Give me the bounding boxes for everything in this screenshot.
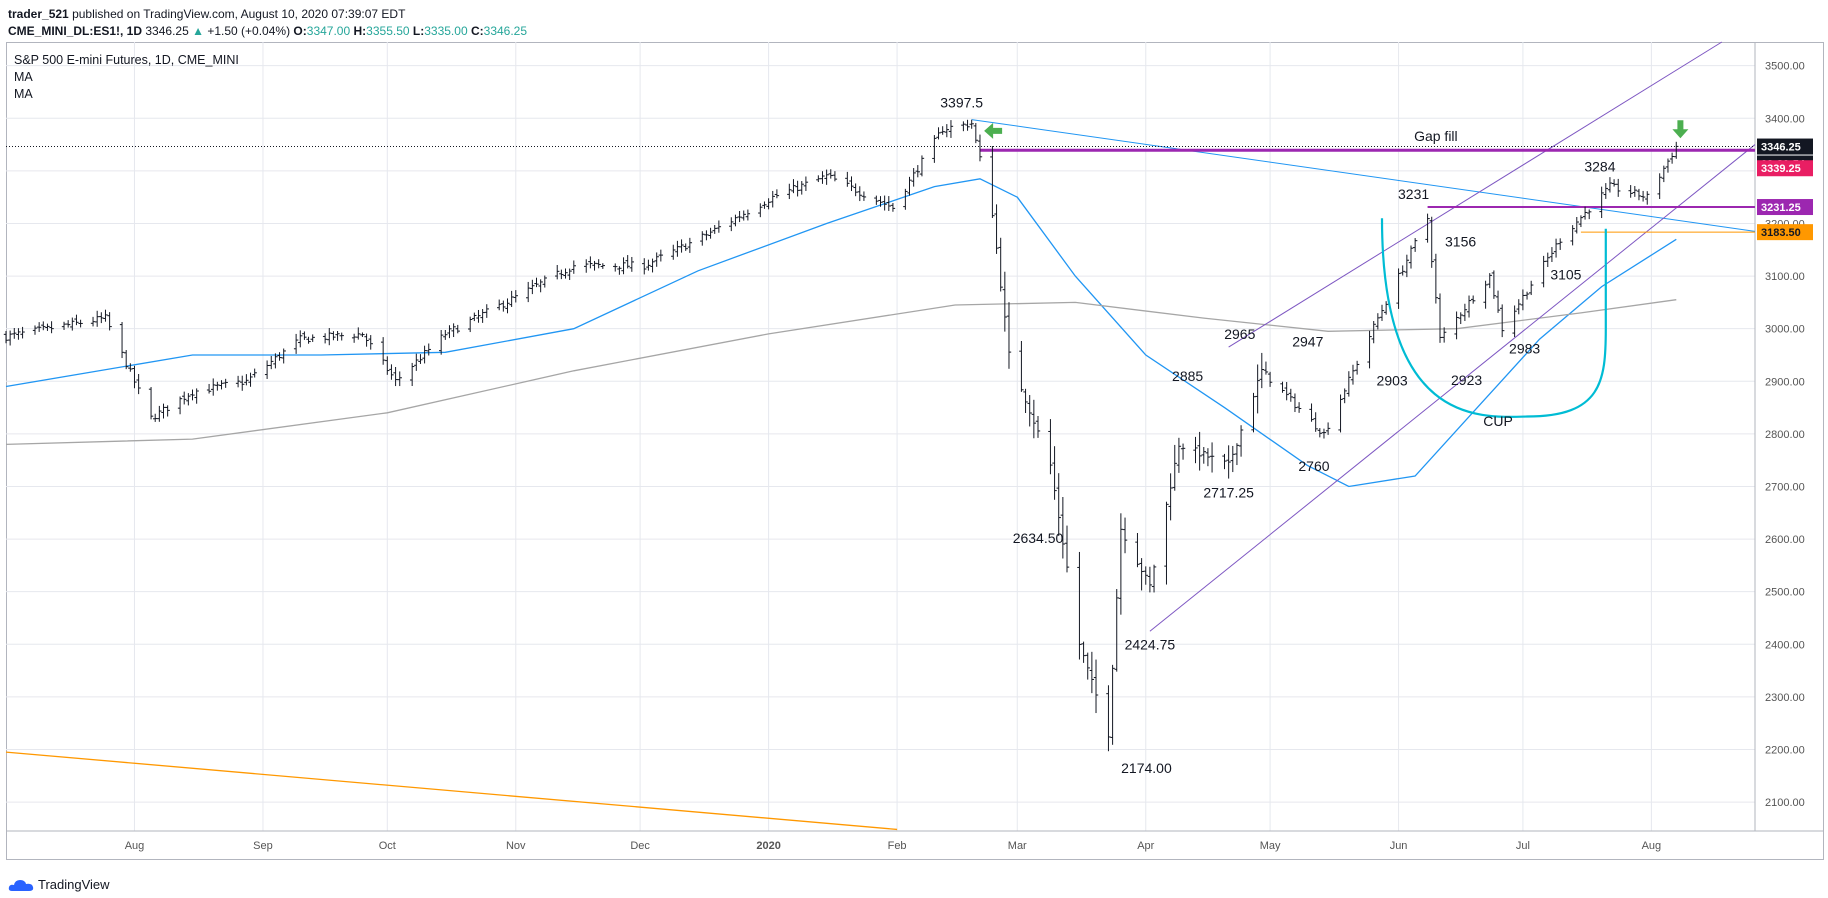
open-label: O: — [293, 24, 307, 38]
annotation-label: 2760 — [1298, 458, 1329, 474]
annotation-label: 2885 — [1172, 368, 1203, 384]
channel-upper-line — [1228, 41, 1723, 348]
level-badge-orange: 3183.50 — [1761, 227, 1801, 239]
x-tick-label: Feb — [888, 840, 907, 852]
x-tick-label: Mar — [1008, 840, 1027, 852]
y-tick-label: 2300.00 — [1765, 692, 1805, 704]
last-price-badge-bg — [1757, 138, 1813, 155]
x-tick-label: Jun — [1390, 840, 1408, 852]
tradingview-cloud-icon — [8, 879, 34, 891]
green-arrow-down-icon — [1672, 120, 1689, 139]
annotation-label: 2174.00 — [1121, 760, 1172, 776]
y-tick-label: 3500.00 — [1765, 61, 1805, 73]
x-tick-label: Sep — [253, 840, 273, 852]
close-value: 3346.25 — [483, 24, 528, 38]
moving-average-line-1 — [5, 178, 1677, 488]
publish-info: published on TradingView.com, August 10,… — [72, 7, 406, 21]
orange-trendline — [5, 751, 898, 831]
change-arrow-icon: ▲ — [192, 24, 204, 38]
footer-brand[interactable]: TradingView — [8, 877, 110, 892]
annotation-label: 2717.25 — [1203, 484, 1254, 500]
green-arrow-left-icon — [984, 122, 1003, 139]
symbol-label: CME_MINI_DL:ES1!, 1D — [8, 24, 143, 38]
cup-pattern — [1380, 218, 1607, 418]
x-tick-label: Aug — [1642, 840, 1662, 852]
y-tick-label: 3000.00 — [1765, 324, 1805, 336]
x-tick-label: Jul — [1516, 840, 1530, 852]
annotation-label: 3231 — [1398, 186, 1429, 202]
open-value: 3347.00 — [306, 24, 351, 38]
y-tick-label: 2600.00 — [1765, 534, 1805, 546]
level-badge-pink-bg — [1757, 160, 1813, 177]
publish-line: trader_521 published on TradingView.com,… — [8, 6, 527, 22]
instrument-title[interactable]: S&P 500 E-mini Futures, 1D, CME_MINI — [14, 53, 239, 67]
y-tick-label: 3400.00 — [1765, 113, 1805, 125]
level-badge-orange-bg — [1757, 224, 1813, 241]
y-tick-label: 3100.00 — [1765, 271, 1805, 283]
low-value: 3335.00 — [424, 24, 468, 38]
x-tick-label: Nov — [506, 840, 526, 852]
annotation-label: 3105 — [1550, 266, 1581, 282]
price-change: +1.50 (+0.04%) — [207, 24, 291, 38]
y-tick-label: 2100.00 — [1765, 797, 1805, 809]
descending-trendline — [971, 119, 1756, 232]
high-value: 3355.50 — [366, 24, 410, 38]
last-price: 3346.25 — [145, 24, 189, 38]
ma-indicator-1[interactable]: MA — [14, 70, 33, 84]
x-tick-label: Apr — [1137, 840, 1154, 852]
annotation-label: 2947 — [1292, 334, 1323, 350]
level-badge-purple-bg — [1757, 199, 1813, 216]
annotation-label: 3397.5 — [940, 95, 983, 111]
brand-name: TradingView — [38, 877, 110, 892]
moving-average-line-2 — [5, 299, 1677, 446]
chart-frame[interactable] — [6, 42, 1824, 860]
x-tick-label: Oct — [379, 840, 396, 852]
y-tick-label: 2400.00 — [1765, 639, 1805, 651]
annotation-label: 2923 — [1451, 372, 1482, 388]
level-badge-pink: 3339.25 — [1761, 163, 1801, 175]
publisher-name[interactable]: trader_521 — [8, 7, 69, 21]
annotation-label: 2424.75 — [1125, 636, 1176, 652]
close-label: C: — [470, 24, 484, 38]
y-tick-label: 2500.00 — [1765, 587, 1805, 599]
plot-legend: S&P 500 E-mini Futures, 1D, CME_MINI MA … — [14, 52, 239, 103]
x-tick-label: Dec — [630, 840, 650, 852]
annotation-label: 3284 — [1584, 158, 1615, 174]
annotation-label: CUP — [1483, 413, 1513, 429]
chart-header: trader_521 published on TradingView.com,… — [8, 6, 527, 39]
annotation-label: 2983 — [1509, 341, 1540, 357]
y-tick-label: 2900.00 — [1765, 376, 1805, 388]
x-tick-label: Aug — [125, 840, 145, 852]
annotation-label: 2903 — [1377, 373, 1408, 389]
annotation-label: 2634.50 — [1013, 530, 1064, 546]
y-tick-label: 2200.00 — [1765, 744, 1805, 756]
last-price-badge: 3346.25 — [1761, 142, 1801, 154]
y-tick-label: 2700.00 — [1765, 481, 1805, 493]
annotation-label: 2965 — [1224, 326, 1255, 342]
channel-lower-line — [1149, 144, 1756, 632]
y-tick-label: 2800.00 — [1765, 429, 1805, 441]
x-tick-label: 2020 — [756, 840, 780, 852]
low-label: L: — [412, 24, 425, 38]
ohlc-line: CME_MINI_DL:ES1!, 1D 3346.25 ▲ +1.50 (+0… — [8, 23, 527, 39]
level-badge-purple: 3231.25 — [1761, 202, 1801, 214]
high-label: H: — [353, 24, 367, 38]
x-tick-label: May — [1260, 840, 1281, 852]
annotation-label: 3156 — [1445, 234, 1476, 250]
ma-indicator-2[interactable]: MA — [14, 87, 33, 101]
annotation-label: Gap fill — [1414, 128, 1458, 144]
